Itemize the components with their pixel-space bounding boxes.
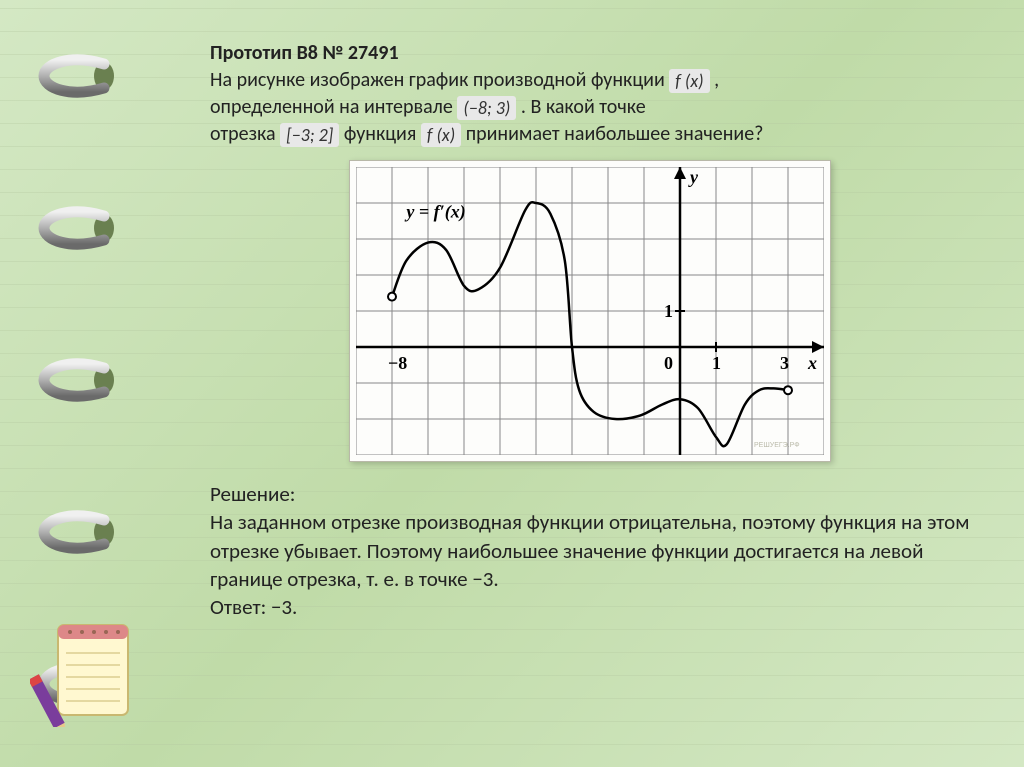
derivative-graph: y = f′(x) y x −8 0 1 1 3 РЕШУЕГЭ.РФ	[356, 167, 824, 455]
problem-line3c: принимает наибольшее значение?	[466, 122, 764, 146]
solution-answer: Ответ: −3.	[210, 593, 970, 621]
pencil-notepad-icon	[30, 607, 140, 727]
svg-text:0: 0	[664, 353, 673, 373]
svg-text:x: x	[807, 353, 817, 373]
binder-ring-icon	[30, 46, 120, 106]
solution-heading: Решение:	[210, 480, 970, 508]
problem-statement: Прототип B8 № 27491 На рисунке изображен…	[210, 40, 970, 148]
problem-line1b: ,	[714, 68, 719, 92]
svg-text:1: 1	[712, 353, 721, 373]
problem-line2b: . В какой точке	[521, 95, 646, 119]
solution-text: На заданном отрезке производная функции …	[210, 508, 970, 593]
chart-card: y = f′(x) y x −8 0 1 1 3 РЕШУЕГЭ.РФ	[349, 160, 831, 462]
binder-ring-icon	[30, 350, 120, 410]
fx-badge: f (x)	[669, 69, 709, 93]
solution-block: Решение: На заданном отрезке производная…	[210, 480, 970, 622]
interval-badge: (−8; 3)	[457, 96, 516, 120]
svg-text:−8: −8	[388, 353, 407, 373]
svg-text:y: y	[688, 167, 699, 187]
binder-ring-icon	[30, 502, 120, 562]
problem-line1a: На рисунке изображен график производной …	[210, 68, 669, 92]
svg-text:1: 1	[664, 301, 673, 321]
svg-text:3: 3	[780, 353, 789, 373]
problem-title: Прототип B8 № 27491	[210, 41, 399, 65]
fx-badge-2: f (x)	[421, 123, 461, 147]
chart-container: y = f′(x) y x −8 0 1 1 3 РЕШУЕГЭ.РФ	[210, 160, 970, 462]
problem-line2a: определенной на интервале	[210, 95, 457, 119]
svg-text:y = f′(x): y = f′(x)	[404, 201, 465, 222]
segment-badge: [−3; 2]	[280, 123, 339, 147]
binder-ring-icon	[30, 198, 120, 258]
problem-line3b: функция	[344, 122, 417, 146]
problem-line3a: отрезка	[210, 122, 276, 146]
svg-text:РЕШУЕГЭ.РФ: РЕШУЕГЭ.РФ	[754, 442, 800, 449]
slide-content: Прототип B8 № 27491 На рисунке изображен…	[210, 40, 970, 622]
